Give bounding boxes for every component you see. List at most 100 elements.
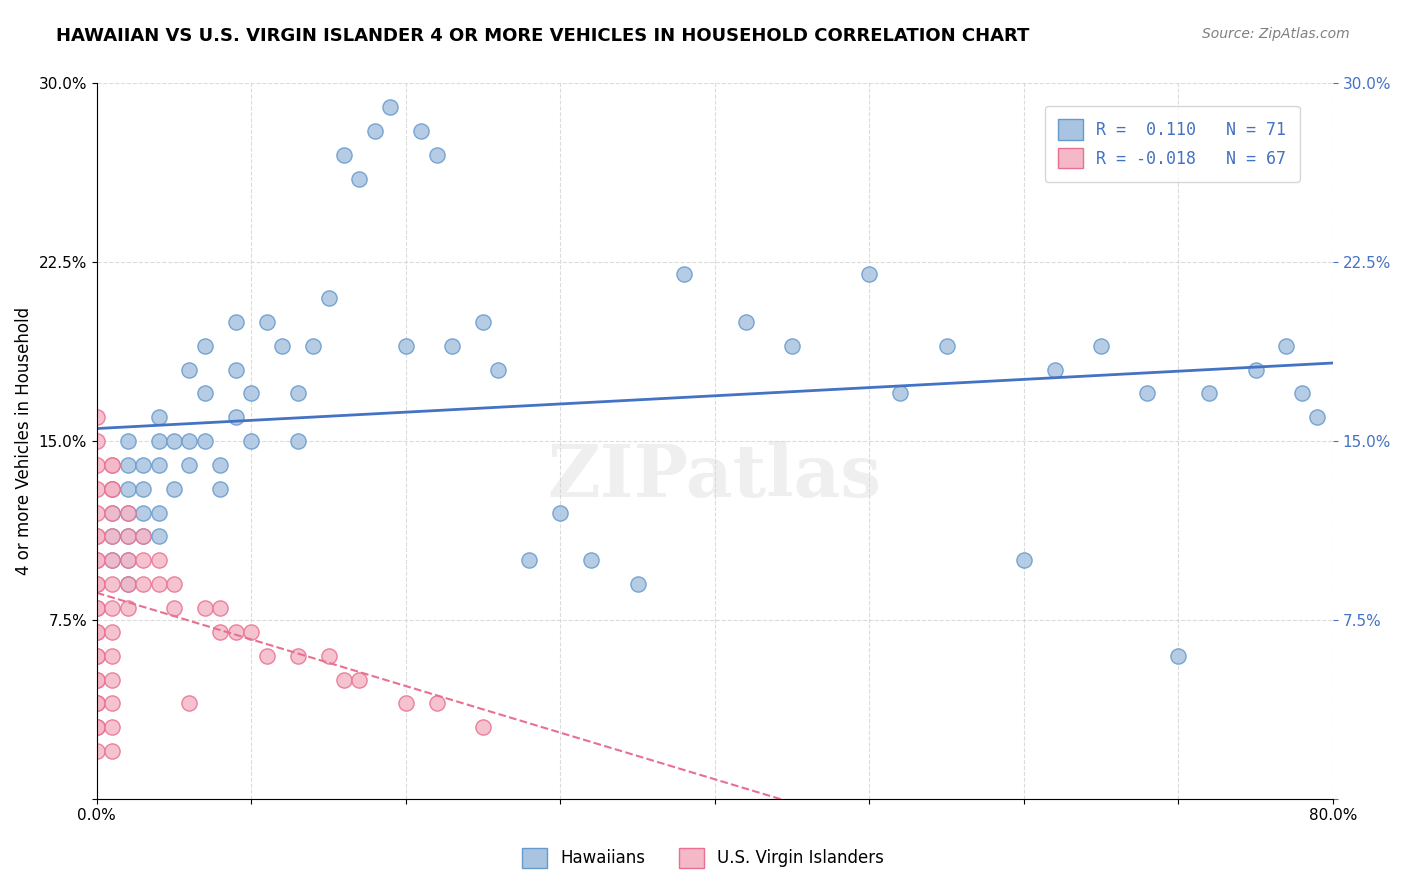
Point	[101, 697, 124, 711]
Point	[101, 720, 124, 734]
Point	[86, 648, 108, 663]
Point	[132, 482, 155, 496]
Point	[426, 697, 449, 711]
Point	[411, 124, 433, 138]
Legend: R =  0.110   N = 71, R = -0.018   N = 67: R = 0.110 N = 71, R = -0.018 N = 67	[1045, 106, 1299, 182]
Point	[333, 673, 356, 687]
Point	[1275, 339, 1298, 353]
Point	[318, 648, 340, 663]
Point	[349, 171, 371, 186]
Point	[179, 362, 201, 376]
Point	[101, 648, 124, 663]
Point	[179, 697, 201, 711]
Point	[86, 697, 108, 711]
Point	[194, 601, 217, 615]
Point	[101, 577, 124, 591]
Point	[86, 697, 108, 711]
Point	[472, 720, 495, 734]
Point	[333, 148, 356, 162]
Point	[194, 434, 217, 449]
Point	[287, 648, 309, 663]
Point	[1244, 362, 1267, 376]
Point	[86, 482, 108, 496]
Point	[548, 506, 571, 520]
Point	[101, 673, 124, 687]
Point	[117, 506, 139, 520]
Point	[117, 529, 139, 543]
Point	[86, 529, 108, 543]
Point	[117, 553, 139, 567]
Point	[225, 624, 247, 639]
Point	[86, 624, 108, 639]
Point	[86, 458, 108, 472]
Point	[117, 553, 139, 567]
Point	[101, 553, 124, 567]
Point	[101, 506, 124, 520]
Point	[101, 482, 124, 496]
Point	[86, 744, 108, 758]
Point	[148, 410, 170, 425]
Point	[148, 529, 170, 543]
Point	[101, 529, 124, 543]
Point	[225, 315, 247, 329]
Point	[86, 720, 108, 734]
Point	[163, 577, 186, 591]
Point	[117, 577, 139, 591]
Point	[86, 553, 108, 567]
Point	[86, 529, 108, 543]
Point	[101, 458, 124, 472]
Point	[101, 744, 124, 758]
Point	[858, 267, 880, 281]
Point	[935, 339, 957, 353]
Point	[225, 410, 247, 425]
Point	[441, 339, 464, 353]
Point	[1043, 362, 1066, 376]
Point	[117, 529, 139, 543]
Point	[889, 386, 911, 401]
Point	[472, 315, 495, 329]
Point	[163, 601, 186, 615]
Legend: Hawaiians, U.S. Virgin Islanders: Hawaiians, U.S. Virgin Islanders	[516, 841, 890, 875]
Text: Source: ZipAtlas.com: Source: ZipAtlas.com	[1202, 27, 1350, 41]
Point	[256, 648, 278, 663]
Point	[132, 506, 155, 520]
Point	[519, 553, 541, 567]
Point	[256, 315, 278, 329]
Point	[101, 601, 124, 615]
Point	[132, 529, 155, 543]
Point	[380, 100, 402, 114]
Point	[302, 339, 325, 353]
Point	[132, 529, 155, 543]
Point	[86, 601, 108, 615]
Point	[364, 124, 387, 138]
Point	[101, 482, 124, 496]
Point	[86, 434, 108, 449]
Point	[488, 362, 510, 376]
Point	[1090, 339, 1112, 353]
Point	[101, 624, 124, 639]
Point	[148, 434, 170, 449]
Point	[132, 577, 155, 591]
Point	[101, 458, 124, 472]
Point	[117, 482, 139, 496]
Point	[287, 386, 309, 401]
Point	[132, 553, 155, 567]
Point	[86, 553, 108, 567]
Point	[163, 434, 186, 449]
Point	[209, 601, 232, 615]
Point	[1306, 410, 1329, 425]
Point	[86, 673, 108, 687]
Point	[209, 482, 232, 496]
Point	[1012, 553, 1035, 567]
Point	[1291, 386, 1313, 401]
Point	[780, 339, 803, 353]
Text: HAWAIIAN VS U.S. VIRGIN ISLANDER 4 OR MORE VEHICLES IN HOUSEHOLD CORRELATION CHA: HAWAIIAN VS U.S. VIRGIN ISLANDER 4 OR MO…	[56, 27, 1029, 45]
Y-axis label: 4 or more Vehicles in Household: 4 or more Vehicles in Household	[15, 307, 32, 575]
Point	[734, 315, 756, 329]
Point	[117, 577, 139, 591]
Point	[672, 267, 695, 281]
Point	[194, 386, 217, 401]
Point	[626, 577, 648, 591]
Point	[101, 529, 124, 543]
Point	[86, 720, 108, 734]
